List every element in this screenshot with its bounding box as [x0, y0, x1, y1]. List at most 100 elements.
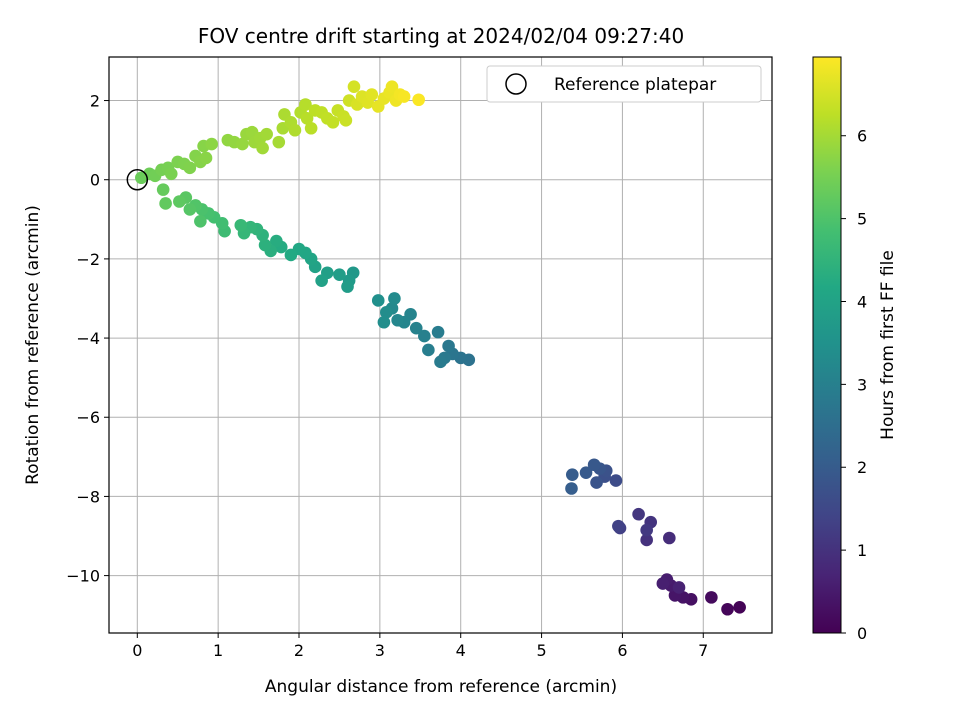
- data-point: [159, 197, 172, 210]
- data-point: [705, 591, 718, 604]
- data-point: [347, 80, 361, 93]
- colorbar-ticks: 0 1 2 3 4 5 6: [841, 127, 867, 643]
- data-point: [587, 458, 601, 472]
- legend-box: [486, 65, 762, 103]
- colorbar-tick-label: 1: [857, 541, 867, 560]
- data-point: [733, 600, 746, 614]
- data-point: [272, 135, 286, 149]
- data-point: [579, 466, 593, 479]
- data-point: [434, 355, 447, 369]
- data-point: [339, 114, 353, 127]
- data-point: [640, 533, 653, 547]
- x-axis-label: Angular distance from reference (arcmin): [265, 677, 617, 697]
- data-point: [260, 127, 273, 141]
- colorbar-gradient: [812, 56, 842, 634]
- data-point: [721, 602, 734, 616]
- data-point: [341, 280, 354, 293]
- data-point: [194, 214, 207, 228]
- y-axis-ticks: −10 −8 −6 −4 −2 0 2: [66, 92, 109, 586]
- reference-platepar-marker: [126, 168, 149, 191]
- colorbar-tick-label: 6: [857, 127, 867, 146]
- data-point: [205, 137, 218, 151]
- data-point: [663, 531, 676, 545]
- data-point: [418, 329, 431, 343]
- colorbar-tick-label: 3: [857, 375, 867, 394]
- colorbar-tick-label: 4: [857, 292, 867, 311]
- legend-entry-reference: Reference platepar: [554, 75, 716, 95]
- data-point: [371, 294, 385, 307]
- grid-lines: [109, 57, 772, 633]
- x-axis-ticks: 0 1 2 3 4 5 6 7: [132, 633, 708, 660]
- colorbar-tick-label: 5: [857, 210, 867, 229]
- data-point: [612, 519, 625, 533]
- data-point: [333, 268, 346, 282]
- data-point: [326, 116, 340, 129]
- data-point: [409, 321, 423, 335]
- colorbar-tick-label: 0: [857, 624, 867, 643]
- data-points: [135, 80, 746, 616]
- data-point: [365, 88, 379, 101]
- y-axis-label: Rotation from reference (arcmin): [23, 205, 43, 485]
- data-point: [385, 80, 399, 93]
- data-point: [183, 203, 197, 216]
- y-tick-label: −6: [76, 408, 100, 427]
- data-point: [397, 90, 411, 103]
- data-point: [236, 137, 249, 151]
- data-point: [672, 581, 686, 594]
- x-tick-label: 0: [132, 641, 142, 660]
- data-point: [315, 274, 328, 287]
- data-point: [258, 238, 272, 252]
- chart-title: FOV centre drift starting at 2024/02/04 …: [198, 24, 684, 48]
- data-point: [234, 218, 248, 232]
- reference-marker-layer: [126, 168, 149, 191]
- data-point: [284, 248, 298, 262]
- data-point: [442, 339, 455, 353]
- plot-frame: [108, 56, 773, 634]
- data-point: [388, 292, 401, 305]
- y-tick-label: −4: [76, 329, 100, 348]
- data-point: [288, 123, 302, 137]
- data-point: [632, 507, 645, 521]
- y-tick-label: −10: [66, 567, 100, 586]
- data-point: [183, 161, 197, 175]
- x-tick-label: 2: [294, 641, 304, 660]
- data-point: [380, 306, 393, 319]
- y-tick-label: −2: [76, 250, 100, 269]
- data-point: [590, 476, 603, 489]
- x-tick-label: 1: [213, 641, 223, 660]
- data-point: [431, 325, 445, 339]
- data-point: [300, 112, 314, 125]
- y-tick-label: −8: [76, 487, 100, 506]
- data-point: [565, 482, 578, 495]
- data-point: [304, 121, 318, 135]
- x-tick-label: 5: [536, 641, 546, 660]
- data-point: [656, 577, 670, 590]
- data-point: [422, 343, 435, 357]
- data-point: [377, 315, 391, 329]
- data-point: [609, 474, 623, 487]
- data-point: [199, 151, 213, 165]
- data-point: [256, 141, 269, 155]
- colorbar-label: Hours from first FF file: [878, 250, 898, 440]
- x-tick-label: 6: [617, 641, 627, 660]
- x-tick-label: 3: [375, 641, 385, 660]
- data-point: [270, 234, 283, 248]
- x-tick-label: 4: [456, 641, 466, 660]
- y-tick-label: 0: [90, 171, 100, 190]
- data-point: [391, 313, 404, 327]
- data-point: [565, 468, 579, 481]
- data-point: [299, 98, 312, 111]
- data-point: [173, 195, 186, 208]
- data-point: [164, 167, 178, 181]
- colorbar: 0 1 2 3 4 5 6 Hours from first FF file: [812, 56, 898, 643]
- x-tick-label: 7: [698, 641, 708, 660]
- legend-reference-marker: [505, 73, 527, 95]
- legend: Reference platepar: [486, 65, 762, 103]
- colorbar-tick-label: 2: [857, 458, 867, 477]
- data-point: [640, 523, 653, 537]
- data-point: [412, 93, 425, 107]
- y-tick-label: 2: [90, 92, 100, 111]
- data-point: [156, 183, 170, 196]
